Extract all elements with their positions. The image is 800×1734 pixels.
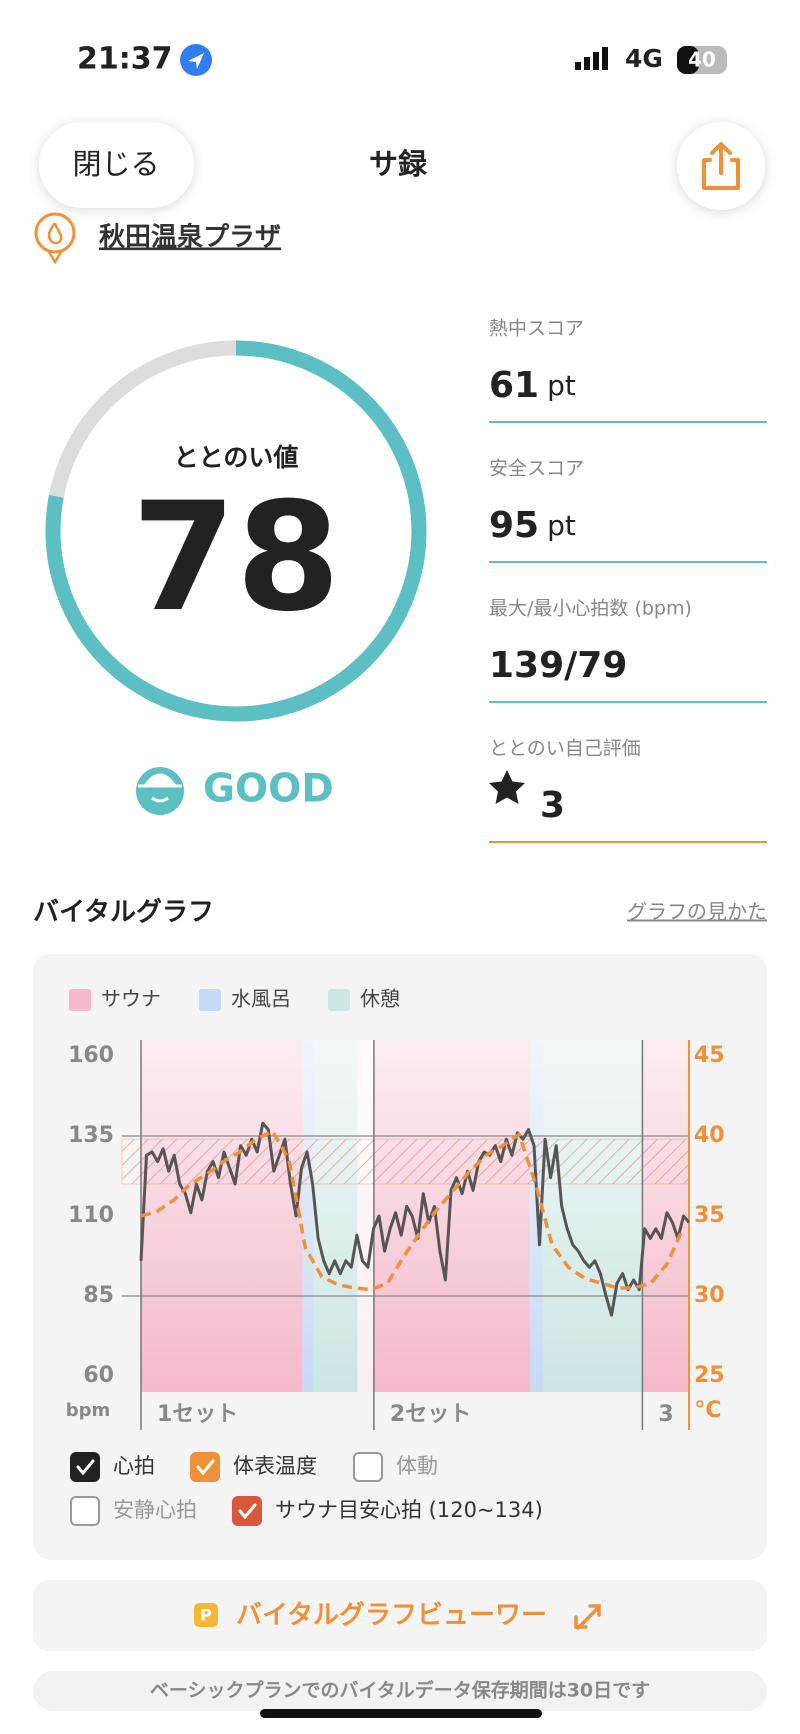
stat-unit: pt (547, 509, 576, 542)
toggle-label: 安静心拍 (113, 1498, 197, 1522)
y-tick-label: 135 (68, 1123, 114, 1148)
y2-tick-label: 25 (694, 1363, 725, 1388)
share-icon[interactable] (702, 142, 740, 190)
stat-label: ととのい自己評価 (489, 738, 641, 760)
premium-badge (194, 1603, 218, 1627)
location-arrow (188, 53, 204, 69)
rating-hat (138, 773, 182, 788)
target-band (121, 1138, 690, 1185)
location-name[interactable]: 秋田温泉プラザ (99, 222, 281, 253)
stat-value: 3 (540, 785, 565, 826)
stat-value-text: 95 pt (489, 505, 576, 546)
y2-unit: °C (694, 1398, 721, 1423)
y2-tick-label: 40 (694, 1123, 725, 1148)
legend-label: 水風呂 (231, 987, 291, 1011)
stat-label: 熱中スコア (489, 318, 584, 340)
close-label[interactable]: 閉じる (72, 147, 159, 181)
toggle-label: サウナ目安心拍 (120~134) (275, 1498, 543, 1522)
gauge-label: ととのい値 (174, 443, 299, 472)
y-tick-label: 60 (83, 1363, 114, 1388)
set-label: 1セット (157, 1402, 238, 1427)
y-unit: bpm (66, 1400, 111, 1421)
checkbox[interactable] (232, 1496, 262, 1526)
legend-swatch (199, 989, 221, 1011)
y2-tick-label: 35 (694, 1203, 725, 1228)
legend-swatch (328, 989, 350, 1011)
header-title: サ録 (369, 147, 428, 181)
rating: GOOD (203, 767, 334, 812)
toggle-label: 体表温度 (233, 1454, 317, 1478)
toggle-label: 体動 (396, 1454, 438, 1478)
network: 4G (625, 44, 663, 73)
checkmark (196, 1459, 215, 1476)
checkbox[interactable] (70, 1452, 100, 1482)
set-label: 3 (658, 1402, 673, 1427)
legend-label: 休憩 (360, 987, 400, 1011)
rating-smile (151, 796, 169, 803)
rating-icon (136, 767, 184, 815)
legend-swatch (69, 989, 91, 1011)
battery-text: 40 (688, 48, 716, 72)
graph-help-link[interactable]: グラフの見かた (627, 900, 767, 924)
y2-tick-label: 45 (694, 1043, 725, 1068)
stat-value-text: 61 pt (489, 365, 576, 406)
y-tick-label: 85 (83, 1283, 114, 1308)
stat-value: 95 (489, 505, 539, 546)
checkmark (238, 1503, 257, 1520)
viewer-button[interactable] (33, 1580, 767, 1651)
footer-note: ベーシックプランでのバイタルデータ保存期間は30日です (150, 1679, 650, 1702)
premium-badge-text: P (200, 1606, 212, 1625)
expand-icon[interactable] (574, 1604, 601, 1630)
battery-level (677, 46, 699, 74)
star-icon (489, 770, 525, 804)
stat-value-text: 139/79 (489, 645, 627, 686)
legend-label: サウナ (101, 987, 161, 1011)
temperature-line (140, 1129, 686, 1292)
status-time: 21:37 (77, 42, 173, 77)
stat-unit: pt (547, 369, 576, 402)
checkbox[interactable] (353, 1452, 383, 1482)
checkbox[interactable] (190, 1452, 220, 1482)
y-tick-label: 110 (68, 1203, 114, 1228)
y-tick-label: 160 (68, 1043, 114, 1068)
checkbox[interactable] (70, 1496, 100, 1526)
y2-tick-label: 30 (694, 1283, 725, 1308)
phase-fade (141, 1040, 689, 1392)
stat-value: 139/79 (489, 645, 627, 686)
heart-rate-line (139, 1121, 691, 1317)
signal-icon (575, 47, 608, 70)
gauge-arc (45, 340, 427, 722)
stat-label: 安全スコア (489, 458, 584, 480)
stat-label: 最大/最小心拍数 (bpm) (489, 598, 692, 620)
stat-value-text: 3 (540, 785, 565, 826)
gauge-value: 78 (132, 471, 341, 645)
pin-icon (34, 212, 76, 254)
flame-icon (47, 222, 63, 265)
viewer-label[interactable]: バイタルグラフビューワー (236, 1601, 547, 1631)
checkmark (76, 1459, 95, 1476)
plot: サウナ 水風呂 休憩 160 135 110 85 60 45 40 35 30 25 bpm 1セット 2セ… (66, 987, 725, 1526)
close-button[interactable] (39, 122, 194, 208)
stat-value: 61 (489, 365, 539, 406)
set-label: 2セット (390, 1402, 471, 1427)
section-title: バイタルグラフ (33, 898, 214, 928)
home-indicator (260, 1709, 542, 1718)
toggle-label: 心拍 (113, 1454, 155, 1478)
note-bubble (33, 1671, 767, 1711)
